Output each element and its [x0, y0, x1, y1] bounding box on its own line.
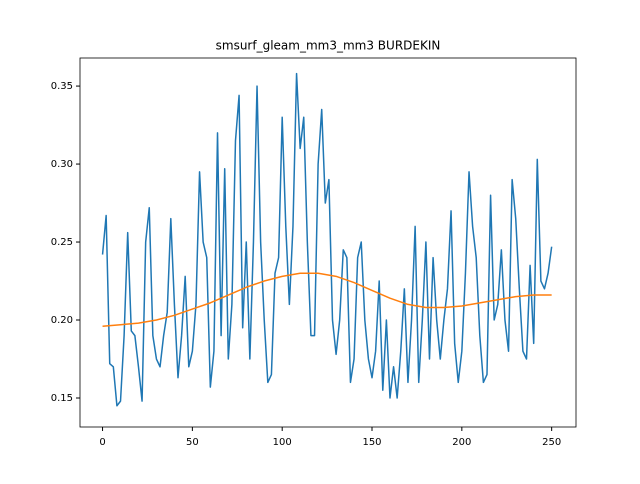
- line-series: [101, 72, 553, 407]
- y-tick-label: 0.30: [51, 159, 73, 170]
- chart-title: smsurf_gleam_mm3_mm3 BURDEKIN: [216, 39, 441, 53]
- x-tick-label: 100: [273, 437, 292, 448]
- plot-frame: [79, 57, 577, 428]
- y-tick-label: 0.35: [51, 81, 73, 92]
- x-tick-label: 0: [99, 437, 105, 448]
- y-tick-label: 0.25: [51, 237, 73, 248]
- line-series: [102, 272, 552, 327]
- x-tick-label: 250: [542, 437, 561, 448]
- x-tick-label: 150: [362, 437, 381, 448]
- x-tick-label: 50: [186, 437, 199, 448]
- y-tick-label: 0.20: [51, 315, 73, 326]
- y-tick-label: 0.15: [51, 393, 73, 404]
- x-tick-label: 200: [452, 437, 471, 448]
